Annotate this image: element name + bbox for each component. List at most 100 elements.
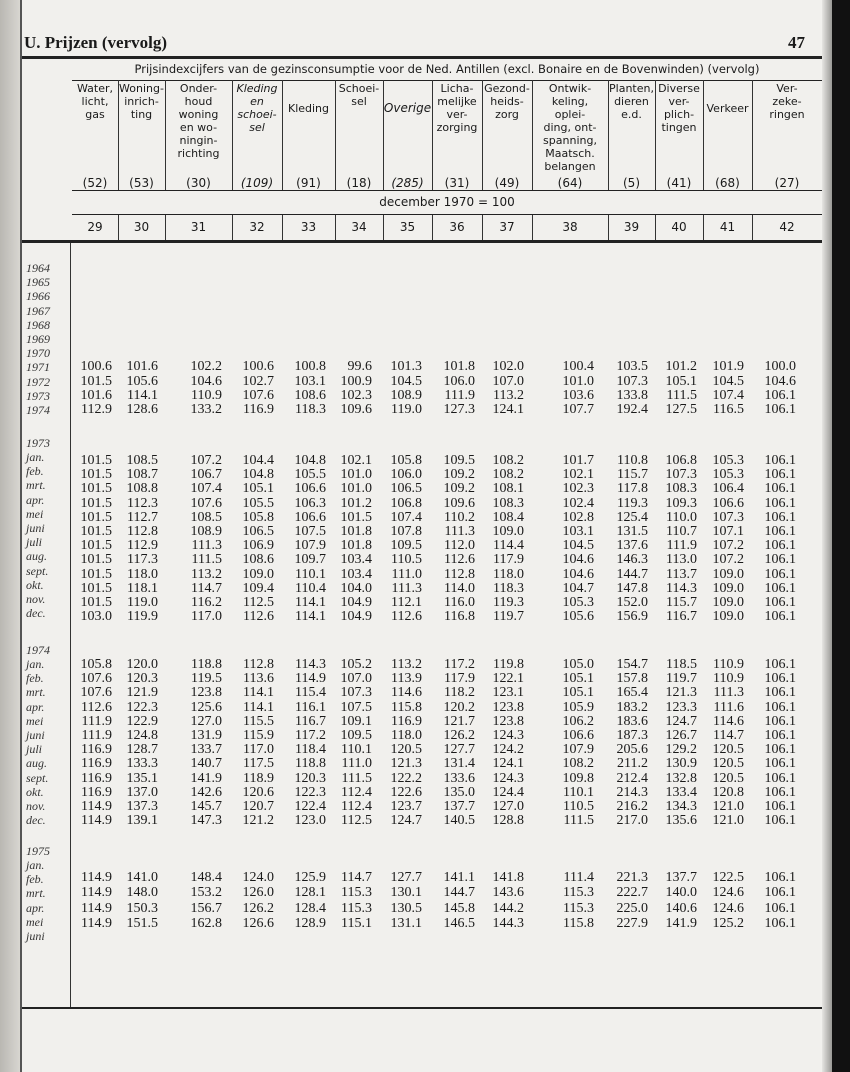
- table-cell: 117.8: [617, 481, 648, 497]
- table-cell: 212.4: [616, 770, 649, 786]
- table-cell: 121.2: [242, 813, 275, 829]
- row-label-year: 1970: [26, 346, 50, 361]
- label-column-rule: [70, 243, 71, 1008]
- table-cell: 106.1: [764, 657, 797, 672]
- table-cell: 130.9: [665, 756, 698, 772]
- table-cell: 107.3: [665, 467, 698, 483]
- basis-rule: [72, 214, 822, 215]
- table-cell: 137.0: [126, 784, 159, 800]
- table-cell: 135.0: [443, 784, 476, 800]
- table-cell: 141.1: [443, 870, 476, 885]
- column-weight: (64): [557, 176, 583, 190]
- table-cell: 112.9: [81, 402, 112, 417]
- table-cell: 109.4: [242, 580, 275, 596]
- table-cell: 107.2: [712, 552, 745, 568]
- row-label-month: jan.: [26, 858, 45, 872]
- table-cell: 114.9: [81, 799, 112, 814]
- column-divider: [703, 80, 704, 190]
- table-cell: 114.7: [191, 580, 222, 596]
- table-cell: 105.8: [390, 453, 423, 468]
- table-cell: 120.5: [712, 770, 745, 786]
- table-cell: 110.2: [444, 509, 475, 525]
- row-label-month: juli: [26, 742, 43, 757]
- column-header-35: Overige (285): [383, 82, 432, 191]
- table-cell: 117.2: [295, 728, 326, 743]
- table-cell: 122.1: [492, 671, 525, 687]
- table-cell: 114.9: [81, 915, 112, 931]
- table-cell: 105.2: [340, 657, 373, 672]
- top-rule: [22, 56, 822, 59]
- table-cell: 141.8: [492, 870, 525, 885]
- row-label-month: okt.: [26, 784, 44, 799]
- table-cell: 144.3: [492, 915, 525, 931]
- table-cell: 106.1: [764, 728, 797, 743]
- table-cell: 104.5: [390, 373, 423, 389]
- page-binding-shadow: [822, 0, 832, 1072]
- column-weight: (53): [129, 176, 154, 190]
- column-divider: [165, 80, 166, 190]
- table-cell: 101.0: [340, 481, 373, 497]
- table-cell: 128.6: [126, 402, 159, 417]
- table-cell: 110.4: [295, 580, 326, 596]
- table-cell: 106.9: [242, 538, 275, 554]
- table-cell: 105.3: [712, 453, 745, 468]
- row-label-month: apr.: [26, 699, 45, 714]
- table-cell: 104.0: [340, 580, 373, 596]
- row-label-month: juni: [26, 929, 45, 943]
- table-cell: 124.7: [390, 813, 423, 829]
- table-cell: 124.4: [492, 784, 525, 800]
- table-cell: 106.1: [764, 799, 797, 814]
- row-label-year: 1973: [26, 388, 50, 403]
- table-cell: 125.9: [294, 870, 327, 885]
- column-divider: [165, 215, 166, 240]
- column-number: 40: [671, 220, 687, 234]
- table-cell: 114.1: [295, 609, 326, 625]
- row-label-month: dec.: [26, 813, 46, 828]
- table-cell: 115.9: [243, 728, 274, 743]
- table-cell: 101.5: [80, 481, 113, 497]
- table-cell: 113.9: [391, 671, 422, 687]
- column-weight: (27): [774, 176, 800, 190]
- table-cell: 123.0: [294, 813, 327, 829]
- table-cell: 106.6: [294, 509, 327, 525]
- table-cell: 217.0: [616, 813, 649, 829]
- table-cell: 108.2: [562, 756, 595, 772]
- table-cell: 116.9: [81, 742, 112, 758]
- table-cell: 156.9: [616, 609, 649, 625]
- table-cell: 106.1: [764, 699, 797, 715]
- table-cell: 118.4: [295, 742, 326, 758]
- table-cell: 115.3: [341, 900, 372, 916]
- table-cell: 127.3: [443, 402, 476, 417]
- table-cell: 111.6: [713, 699, 744, 715]
- table-cell: 124.1: [492, 756, 525, 772]
- table-cell: 108.5: [190, 509, 223, 525]
- column-divider: [532, 215, 533, 240]
- table-cell: 106.1: [764, 784, 797, 800]
- table-cell: 101.8: [340, 538, 373, 554]
- table-cell: 109.8: [562, 770, 595, 786]
- table-cell: 109.0: [712, 566, 745, 582]
- table-cell: 108.4: [492, 509, 525, 525]
- table-cell: 116.7: [666, 609, 697, 625]
- previous-page-edge: [0, 0, 22, 1072]
- table-cell: 109.6: [443, 495, 476, 511]
- table-cell: 120.5: [390, 742, 423, 758]
- table-cell: 105.5: [294, 467, 327, 483]
- table-cell: 108.8: [126, 481, 159, 497]
- table-cell: 115.1: [341, 915, 372, 931]
- table-cell: 137.7: [443, 799, 476, 814]
- table-cell: 104.6: [562, 566, 595, 582]
- table-cell: 121.0: [712, 799, 745, 814]
- column-label: Licha- melijke ver- zorging: [436, 82, 478, 134]
- table-cell: 225.0: [616, 900, 649, 916]
- table-cell: 112.6: [444, 552, 475, 568]
- table-cell: 221.3: [616, 870, 649, 885]
- table-cell: 106.1: [764, 453, 797, 468]
- table-cell: 122.3: [126, 699, 159, 715]
- table-cell: 119.0: [391, 402, 422, 417]
- column-weight: (41): [666, 176, 692, 190]
- section-title: U. Prijzen (vervolg): [24, 33, 168, 52]
- table-cell: 115.8: [391, 699, 422, 715]
- table-cell: 108.9: [190, 524, 223, 539]
- table-cell: 101.5: [80, 566, 113, 582]
